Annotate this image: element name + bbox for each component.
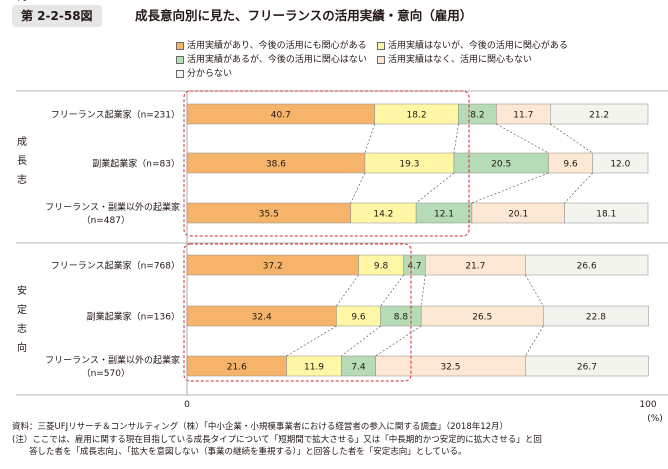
data-label: 4.7 <box>407 262 421 272</box>
data-label: 38.6 <box>266 160 286 170</box>
category-label: フリーランス起業家（n=768） <box>51 260 180 272</box>
data-label: 18.2 <box>407 111 427 121</box>
connector-line <box>525 274 544 307</box>
data-label: 37.2 <box>263 262 283 272</box>
data-label: 11.9 <box>304 363 324 373</box>
category-label-line-1: フリーランス・副業以外の起業家 <box>45 354 180 366</box>
connector-line <box>453 123 459 154</box>
data-label: 9.6 <box>351 313 366 323</box>
data-label: 32.5 <box>440 363 460 373</box>
data-label: 18.1 <box>596 210 616 220</box>
legend-label-series-2: 活用実績はないが、今後の活用に関心がある <box>388 41 568 51</box>
legend-label-series-3: 活用実績があるが、今後の活用に関心はない <box>187 55 367 65</box>
data-label: 8.8 <box>394 313 409 323</box>
highlight-box-growth <box>183 90 470 237</box>
x-tick-label-0: 0 <box>184 400 190 410</box>
connector-line <box>564 172 593 204</box>
category-label-line-2: （n=487） <box>82 215 130 226</box>
data-label: 21.6 <box>227 363 247 373</box>
data-label: 14.2 <box>373 210 393 220</box>
data-label: 32.4 <box>252 313 272 323</box>
bar-segment <box>592 152 649 174</box>
data-label: 12.0 <box>610 160 630 170</box>
data-label: 21.7 <box>465 262 485 272</box>
data-label: 26.7 <box>577 363 597 373</box>
group-label-char: 向 <box>17 0 27 3</box>
data-label: 22.8 <box>586 313 606 323</box>
highlight-box-stable <box>183 243 412 382</box>
data-label: 19.3 <box>399 160 419 170</box>
legend-swatch-series-5 <box>176 70 184 78</box>
connector-line <box>496 123 549 154</box>
data-label: 20.1 <box>508 210 528 220</box>
connector-line <box>415 172 455 204</box>
group-label-char: 志 <box>17 173 27 186</box>
bar-segment <box>564 202 649 224</box>
legend-label-series-5: 分からない <box>187 69 233 79</box>
connector-line <box>341 325 381 357</box>
connector-line <box>286 325 337 357</box>
data-label: 20.5 <box>491 160 511 170</box>
data-label: 9.8 <box>374 262 389 272</box>
connector-line <box>364 123 375 154</box>
data-label: 35.5 <box>259 210 279 220</box>
category-label-line-2: （n=570） <box>82 368 130 379</box>
connector-line <box>550 123 593 154</box>
figure-header: 第 2-2-58図 成長意向別に見た、フリーランスの活用実績・意向（雇用） <box>0 0 668 30</box>
legend-swatch-series-2 <box>377 42 385 50</box>
group-label-char: 成 <box>17 136 27 148</box>
legend-label-series-1: 活用実績があり、今後の活用にも関心がある <box>187 41 367 51</box>
connector-line <box>471 172 549 204</box>
connector-line <box>380 274 404 307</box>
data-label: 9.6 <box>563 160 578 170</box>
data-label: 26.6 <box>577 262 597 272</box>
data-label: 12.1 <box>434 210 454 220</box>
data-label: 26.5 <box>472 313 492 323</box>
figure-title: 成長意向別に見た、フリーランスの活用実績・意向（雇用） <box>135 8 473 23</box>
group-label-char: 志 <box>17 322 27 335</box>
category-label: 副業起業家（n=136） <box>87 311 180 323</box>
figure-number-label: 第 2-2-58図 <box>12 5 102 27</box>
data-label: 11.7 <box>513 111 533 121</box>
data-label: 8.2 <box>470 111 484 121</box>
data-label: 7.4 <box>351 363 366 373</box>
connector-line <box>420 274 426 307</box>
category-label: フリーランス起業家（n=231） <box>51 109 180 121</box>
legend-label-series-4: 活用実績はなく、活用に関心もない <box>388 55 533 65</box>
data-label: 21.2 <box>589 111 609 121</box>
legend-swatch-series-1 <box>176 42 184 50</box>
bar-segment <box>525 355 649 377</box>
legend-swatch-series-3 <box>176 56 184 64</box>
category-label: 副業起業家（n=83） <box>92 158 180 170</box>
legend-swatch-series-4 <box>377 56 385 64</box>
data-label: 40.7 <box>271 111 291 121</box>
category-label-line-1: フリーランス・副業以外の起業家 <box>45 201 180 213</box>
x-tick-label-100: 100 <box>639 400 656 410</box>
bar-segment <box>550 103 649 125</box>
group-label-char: 向 <box>17 341 27 354</box>
connector-line <box>336 274 359 307</box>
group-label-char: 安 <box>17 284 27 297</box>
bar-segment <box>525 254 649 276</box>
group-label-char: 定 <box>17 303 27 316</box>
connector-line <box>350 172 366 204</box>
connector-line <box>525 325 544 357</box>
chart-legend: 活用実績があり、今後の活用にも関心がある 活用実績はないが、今後の活用に関心があ… <box>0 0 668 90</box>
group-label-char: 長 <box>17 155 27 167</box>
connector-line <box>375 325 422 357</box>
x-unit-label: (%) <box>647 414 663 424</box>
bar-segment <box>543 305 649 327</box>
